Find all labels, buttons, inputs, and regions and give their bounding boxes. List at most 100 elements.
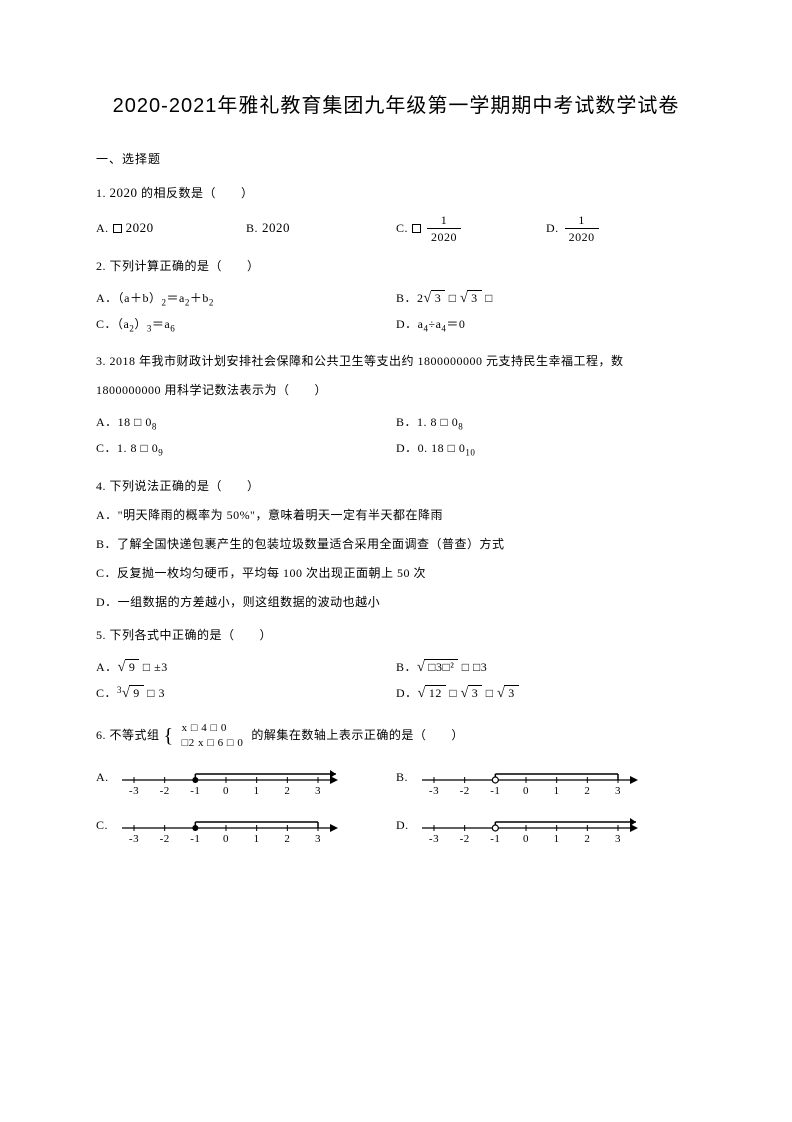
opt-label: D. <box>546 219 559 238</box>
section-heading: 一、选择题 <box>96 150 696 169</box>
stem-post: 的解集在数轴上表示正确的是（ ） <box>251 726 464 745</box>
placeholder-box-icon <box>412 224 421 233</box>
inequality-system: x □ 4 □ 0 □2 x □ 6 □ 0 <box>182 722 244 750</box>
svg-text:0: 0 <box>523 833 529 844</box>
q2-options: A．（a＋b）2＝a2＋b2 B．2√3 □ √3 □ C．（a2）3＝a6 D… <box>96 286 696 338</box>
q2-opt-c: C．（a2）3＝a6 <box>96 312 396 338</box>
question-2: 2. 下列计算正确的是（ ） A．（a＋b）2＝a2＋b2 B．2√3 □ √3… <box>96 257 696 338</box>
svg-text:-3: -3 <box>129 833 139 844</box>
numerator: 1 <box>574 214 589 228</box>
svg-text:-1: -1 <box>190 833 200 844</box>
q5-opt-c: C．3√9 □ 3 <box>96 682 396 708</box>
q2-opt-b: B．2√3 □ √3 □ <box>396 286 696 312</box>
opt-text: A．（a＋b）2＝a2＋b2 <box>96 289 214 310</box>
q3-stem-1: 3. 2018 年我市财政计划安排社会保障和公共卫生等支出约 180000000… <box>96 352 696 371</box>
svg-text:0: 0 <box>223 785 229 796</box>
q2-opt-d: D．a4÷a4＝0 <box>396 312 696 338</box>
q6-options: A. -3 -2 -1 0 1 2 3 B. -3 -2 -1 0 1 2 3 C. -3 -2 -1 0 1 2 3 D… <box>96 760 696 856</box>
opt-text: C．1. 8 □ 09 <box>96 439 163 460</box>
q4-opt-a: A．"明天降雨的概率为 50%"，意味着明天一定有半天都在降雨 <box>96 506 696 525</box>
fraction: 1 2020 <box>427 214 461 243</box>
svg-text:1: 1 <box>254 785 260 796</box>
q1-opt-a: A. 2020 <box>96 214 246 243</box>
svg-text:2: 2 <box>284 785 290 796</box>
svg-text:-3: -3 <box>129 785 139 796</box>
q4-options: A．"明天降雨的概率为 50%"，意味着明天一定有半天都在降雨 B．了解全国快递… <box>96 506 696 613</box>
opt-label: B. <box>246 219 258 238</box>
svg-text:1: 1 <box>254 833 260 844</box>
q5-opt-a: A．√9 □ ±3 <box>96 656 396 682</box>
q1-value: 2020 <box>110 185 138 200</box>
svg-text:1: 1 <box>554 833 560 844</box>
svg-text:2: 2 <box>584 833 590 844</box>
svg-text:-3: -3 <box>429 833 439 844</box>
opt-label: B. <box>396 768 414 787</box>
q1-options: A. 2020 B. 2020 C. 1 2020 D. 1 2020 <box>96 214 696 243</box>
opt-text: B．√□3□² □ □3 <box>396 657 487 679</box>
svg-text:-2: -2 <box>160 833 170 844</box>
q6-opt-d: D.-3-2-10123 <box>396 808 696 844</box>
q4-opt-d: D．一组数据的方差越小，则这组数据的波动也越小 <box>96 593 696 612</box>
exam-title: 2020-2021年雅礼教育集团九年级第一学期期中考试数学试卷 <box>96 90 696 122</box>
q4-stem: 4. 下列说法正确的是（ ） <box>96 477 696 496</box>
opt-label: D. <box>396 816 414 835</box>
number-line-b: -3-2-10123 <box>420 760 640 796</box>
question-3: 3. 2018 年我市财政计划安排社会保障和公共卫生等支出约 180000000… <box>96 352 696 462</box>
svg-text:3: 3 <box>615 833 621 844</box>
svg-text:0: 0 <box>223 833 229 844</box>
q6-opt-c: C. -3 -2 -1 0 1 2 3 <box>96 808 396 844</box>
brace-icon: { <box>164 726 174 746</box>
q3-opt-c: C．1. 8 □ 09 <box>96 437 396 463</box>
opt-value: 2020 <box>126 218 154 239</box>
q5-opt-b: B．√□3□² □ □3 <box>396 656 696 682</box>
stem-pre: 6. 不等式组 <box>96 726 160 745</box>
opt-text: A．18 □ 08 <box>96 413 157 434</box>
q2-opt-a: A．（a＋b）2＝a2＋b2 <box>96 286 396 312</box>
q6-stem: 6. 不等式组 { x □ 4 □ 0 □2 x □ 6 □ 0 的解集在数轴上… <box>96 722 696 750</box>
q1-opt-c: C. 1 2020 <box>396 214 546 243</box>
q1-text: 的相反数是（ ） <box>141 186 254 200</box>
opt-text: D．0. 18 □ 010 <box>396 439 475 460</box>
opt-label: A. <box>96 219 109 238</box>
ineq-line-1: x □ 4 □ 0 <box>182 722 244 735</box>
q6-opt-b: B.-3-2-10123 <box>396 760 696 796</box>
q3-options: A．18 □ 08 B．1. 8 □ 08 C．1. 8 □ 09 D．0. 1… <box>96 411 696 463</box>
svg-text:-2: -2 <box>460 785 470 796</box>
svg-text:-2: -2 <box>160 785 170 796</box>
q1-stem: 1. 2020 的相反数是（ ） <box>96 183 696 204</box>
q1-opt-d: D. 1 2020 <box>546 214 696 243</box>
svg-text:-1: -1 <box>490 785 500 796</box>
q5-opt-d: D．√12 □ √3 □ √3 <box>396 682 696 708</box>
number-line-a: -3-2-10123 <box>120 760 340 796</box>
opt-value: 2020 <box>262 218 290 239</box>
svg-text:3: 3 <box>315 833 321 844</box>
number-line-d: -3-2-10123 <box>420 808 640 844</box>
q4-opt-b: B．了解全国快递包裹产生的包装垃圾数量适合采用全面调查（普查）方式 <box>96 535 696 554</box>
q3-stem-2: 1800000000 用科学记数法表示为（ ） <box>96 381 696 400</box>
opt-text: A．√9 □ ±3 <box>96 657 168 679</box>
svg-text:0: 0 <box>523 785 529 796</box>
opt-label: C. <box>96 816 114 835</box>
q2-stem: 2. 下列计算正确的是（ ） <box>96 257 696 276</box>
svg-text:2: 2 <box>284 833 290 844</box>
q1-num: 1. <box>96 186 110 200</box>
opt-label: A. <box>96 768 114 787</box>
question-4: 4. 下列说法正确的是（ ） A．"明天降雨的概率为 50%"，意味着明天一定有… <box>96 477 696 613</box>
fraction: 1 2020 <box>565 214 599 243</box>
svg-text:-1: -1 <box>190 785 200 796</box>
svg-text:-3: -3 <box>429 785 439 796</box>
ineq-line-2: □2 x □ 6 □ 0 <box>182 737 244 750</box>
opt-text: B．2√3 □ √3 □ <box>396 288 493 310</box>
opt-label: C. <box>396 219 408 238</box>
svg-text:-1: -1 <box>490 833 500 844</box>
opt-text: D．√12 □ √3 □ √3 <box>396 683 519 705</box>
q5-stem: 5. 下列各式中正确的是（ ） <box>96 626 696 645</box>
svg-text:1: 1 <box>554 785 560 796</box>
question-1: 1. 2020 的相反数是（ ） A. 2020 B. 2020 C. 1 20… <box>96 183 696 243</box>
svg-text:3: 3 <box>615 785 621 796</box>
denominator: 2020 <box>427 228 461 243</box>
question-5: 5. 下列各式中正确的是（ ） A．√9 □ ±3 B．√□3□² □ □3 C… <box>96 626 696 707</box>
opt-text: B．1. 8 □ 08 <box>396 413 463 434</box>
question-6: 6. 不等式组 { x □ 4 □ 0 □2 x □ 6 □ 0 的解集在数轴上… <box>96 722 696 856</box>
opt-text: C．（a2）3＝a6 <box>96 315 175 336</box>
